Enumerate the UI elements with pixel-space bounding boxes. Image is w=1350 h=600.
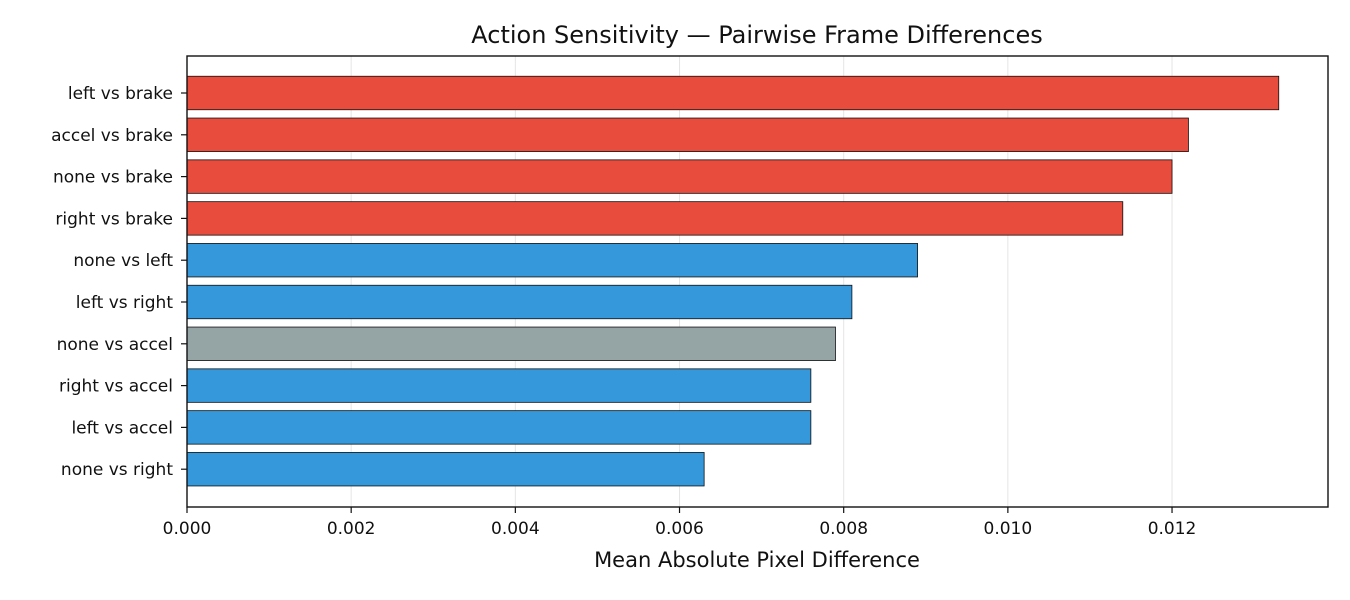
x-axis-label: Mean Absolute Pixel Difference bbox=[594, 548, 920, 572]
x-axis-ticks: 0.000 0.002 0.004 0.006 0.008 0.010 0.012 bbox=[163, 507, 1197, 539]
y-category-label: right vs accel bbox=[59, 377, 173, 397]
x-tick-label: 0.012 bbox=[1148, 519, 1197, 539]
x-tick-label: 0.000 bbox=[163, 519, 212, 539]
y-category-label: left vs right bbox=[76, 293, 174, 313]
y-category-label: right vs brake bbox=[55, 209, 173, 229]
bar-none-vs-brake bbox=[186, 159, 1173, 194]
y-category-label: none vs accel bbox=[57, 335, 173, 355]
chart-title: Action Sensitivity — Pairwise Frame Diff… bbox=[471, 21, 1042, 49]
bar-left-vs-accel bbox=[186, 410, 812, 445]
y-category-label: accel vs brake bbox=[51, 126, 173, 146]
y-category-label: left vs accel bbox=[71, 418, 173, 438]
bar-none-vs-left bbox=[186, 243, 918, 278]
plot-frame bbox=[186, 55, 1329, 508]
bar-left-vs-brake bbox=[186, 75, 1280, 111]
bar-right-vs-brake bbox=[186, 201, 1124, 236]
x-tick-label: 0.002 bbox=[327, 519, 376, 539]
bar-right-vs-accel bbox=[186, 368, 812, 403]
y-axis-category-labels: left vs brake accel vs brake none vs brake… bbox=[51, 84, 187, 480]
x-tick-label: 0.006 bbox=[655, 519, 704, 539]
y-category-label: none vs left bbox=[73, 251, 173, 271]
bar-accel-vs-brake bbox=[186, 117, 1189, 152]
y-category-label: none vs brake bbox=[53, 168, 173, 188]
bars bbox=[186, 75, 1280, 487]
bar-left-vs-right bbox=[186, 284, 853, 320]
y-category-label: none vs right bbox=[61, 460, 173, 480]
x-tick-label: 0.010 bbox=[984, 519, 1033, 539]
y-category-label: left vs brake bbox=[68, 84, 173, 104]
x-tick-label: 0.004 bbox=[491, 519, 540, 539]
bar-none-vs-right bbox=[186, 452, 705, 487]
x-tick-label: 0.008 bbox=[819, 519, 868, 539]
bar-none-vs-accel bbox=[186, 326, 836, 361]
